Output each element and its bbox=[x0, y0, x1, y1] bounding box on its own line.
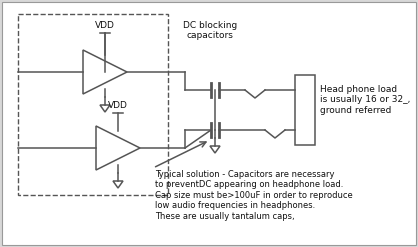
Text: DC blocking
capacitors: DC blocking capacitors bbox=[183, 21, 237, 40]
Text: Typical solution - Capacitors are necessary
to preventDC appearing on headphone : Typical solution - Capacitors are necess… bbox=[155, 170, 353, 221]
Text: VDD: VDD bbox=[108, 101, 128, 110]
Bar bbox=[295, 75, 315, 145]
Text: Head phone load
is usually 16 or 32_,
ground referred: Head phone load is usually 16 or 32_, gr… bbox=[320, 85, 410, 115]
Text: VDD: VDD bbox=[95, 21, 115, 30]
Bar bbox=[18, 14, 168, 195]
